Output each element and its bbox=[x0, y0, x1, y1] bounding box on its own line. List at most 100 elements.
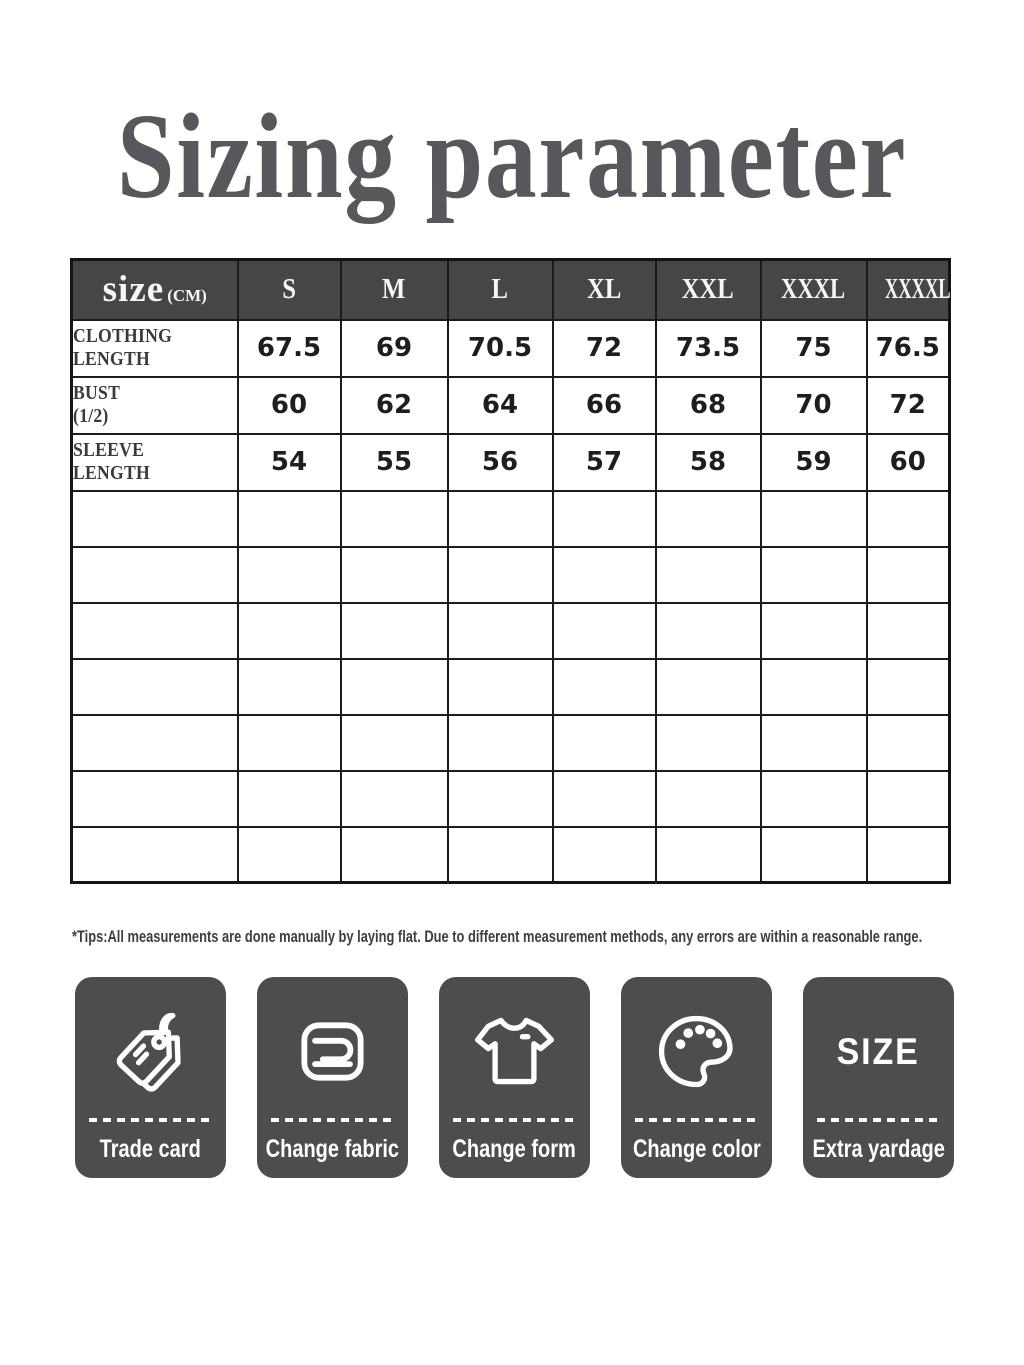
empty-cell bbox=[70, 657, 239, 716]
empty-cell bbox=[551, 769, 657, 828]
empty-cell bbox=[236, 545, 342, 604]
value-cell: 60 bbox=[236, 375, 342, 435]
empty-cell bbox=[759, 769, 868, 828]
empty-cell bbox=[551, 657, 657, 716]
empty-cell bbox=[70, 489, 239, 548]
tips-note: *Tips:All measurements are done manually… bbox=[72, 928, 1024, 947]
value-cell: 69 bbox=[339, 318, 449, 378]
dashed-divider bbox=[271, 1118, 394, 1122]
empty-cell bbox=[446, 601, 554, 660]
empty-cell bbox=[654, 713, 762, 772]
empty-cell bbox=[654, 545, 762, 604]
row-label: BUST (1/2) bbox=[73, 382, 121, 427]
palette-icon-graphic bbox=[658, 1015, 733, 1088]
card-label: Change color bbox=[632, 1134, 761, 1163]
value-cell: 68 bbox=[654, 375, 762, 435]
empty-cell bbox=[654, 769, 762, 828]
card-label: Extra yardage bbox=[812, 1134, 945, 1163]
feature-cards: Trade card Change fabric bbox=[75, 977, 954, 1178]
empty-cell bbox=[446, 769, 554, 828]
empty-cell bbox=[236, 769, 342, 828]
empty-table-row bbox=[70, 825, 951, 884]
column-header-xxl: XXL bbox=[654, 258, 762, 321]
table-row-clothing-length: CLOTHING LENGTH 67.5 69 70.5 72 73.5 75 7… bbox=[70, 318, 951, 378]
empty-cell bbox=[236, 657, 342, 716]
price-tag-icon-graphic bbox=[116, 1012, 181, 1092]
tshirt-icon-graphic bbox=[474, 1017, 555, 1085]
size-unit-header-cell: size (CM) bbox=[70, 258, 239, 321]
value-cell: 75 bbox=[759, 318, 868, 378]
row-label-cell: SLEEVE LENGTH bbox=[70, 432, 239, 492]
empty-cell bbox=[551, 545, 657, 604]
price-tag-icon bbox=[75, 985, 226, 1118]
value-cell: 56 bbox=[446, 432, 554, 492]
value-cell: 73.5 bbox=[654, 318, 762, 378]
empty-cell bbox=[339, 713, 449, 772]
empty-cell bbox=[865, 825, 951, 884]
empty-cell bbox=[865, 769, 951, 828]
empty-cell bbox=[446, 489, 554, 548]
dashed-divider bbox=[89, 1118, 212, 1122]
empty-cell bbox=[70, 545, 239, 604]
empty-table-row bbox=[70, 657, 951, 716]
size-unit-label: (CM) bbox=[167, 286, 207, 306]
feature-card-trade-card: Trade card bbox=[75, 977, 226, 1178]
column-header-m: M bbox=[339, 258, 449, 321]
size-table-header-row: size (CM) S M L XL XXL XXXL XXXXL bbox=[70, 258, 951, 321]
size-text-icon: SIZE bbox=[803, 985, 954, 1118]
empty-cell bbox=[446, 825, 554, 884]
empty-cell bbox=[759, 713, 868, 772]
row-label: SLEEVE LENGTH bbox=[73, 439, 150, 484]
value-cell: 66 bbox=[551, 375, 657, 435]
dashed-divider bbox=[817, 1118, 940, 1122]
column-header-s: S bbox=[236, 258, 342, 321]
empty-cell bbox=[865, 545, 951, 604]
table-row-bust: BUST (1/2) 60 62 64 66 68 70 72 bbox=[70, 375, 951, 435]
column-header-xxxxl: XXXXL bbox=[865, 258, 951, 321]
empty-cell bbox=[339, 825, 449, 884]
empty-cell bbox=[551, 601, 657, 660]
empty-cell bbox=[70, 769, 239, 828]
value-cell: 67.5 bbox=[236, 318, 342, 378]
feature-card-extra-yardage: SIZE Extra yardage bbox=[803, 977, 954, 1178]
empty-cell bbox=[654, 601, 762, 660]
empty-cell bbox=[759, 825, 868, 884]
value-cell: 59 bbox=[759, 432, 868, 492]
card-label: Change fabric bbox=[265, 1134, 400, 1163]
empty-cell bbox=[654, 657, 762, 716]
empty-cell bbox=[339, 657, 449, 716]
value-cell: 76.5 bbox=[865, 318, 951, 378]
row-label-cell: BUST (1/2) bbox=[70, 375, 239, 435]
empty-cell bbox=[654, 489, 762, 548]
value-cell: 54 bbox=[236, 432, 342, 492]
value-cell: 72 bbox=[865, 375, 951, 435]
size-table: size (CM) S M L XL XXL XXXL XXXXL CLOTHIN… bbox=[70, 258, 951, 884]
palette-icon bbox=[621, 985, 772, 1118]
value-cell: 64 bbox=[446, 375, 554, 435]
feature-card-change-form: Change form bbox=[439, 977, 590, 1178]
empty-cell bbox=[759, 489, 868, 548]
empty-cell bbox=[236, 601, 342, 660]
empty-cell bbox=[446, 657, 554, 716]
column-header-xxxl: XXXL bbox=[759, 258, 868, 321]
empty-table-row bbox=[70, 769, 951, 828]
empty-cell bbox=[236, 489, 342, 548]
size-label: size bbox=[102, 269, 165, 311]
card-label: Change form bbox=[452, 1134, 577, 1163]
dashed-divider bbox=[635, 1118, 758, 1122]
empty-cell bbox=[339, 601, 449, 660]
empty-table-row bbox=[70, 601, 951, 660]
feature-card-change-fabric: Change fabric bbox=[257, 977, 408, 1178]
value-cell: 57 bbox=[551, 432, 657, 492]
empty-cell bbox=[551, 713, 657, 772]
empty-cell bbox=[236, 825, 342, 884]
empty-table-row bbox=[70, 489, 951, 548]
empty-cell bbox=[759, 657, 868, 716]
empty-table-row bbox=[70, 545, 951, 604]
dashed-divider bbox=[453, 1118, 576, 1122]
empty-cell bbox=[551, 825, 657, 884]
empty-cell bbox=[865, 489, 951, 548]
empty-cell bbox=[551, 489, 657, 548]
empty-cell bbox=[759, 601, 868, 660]
